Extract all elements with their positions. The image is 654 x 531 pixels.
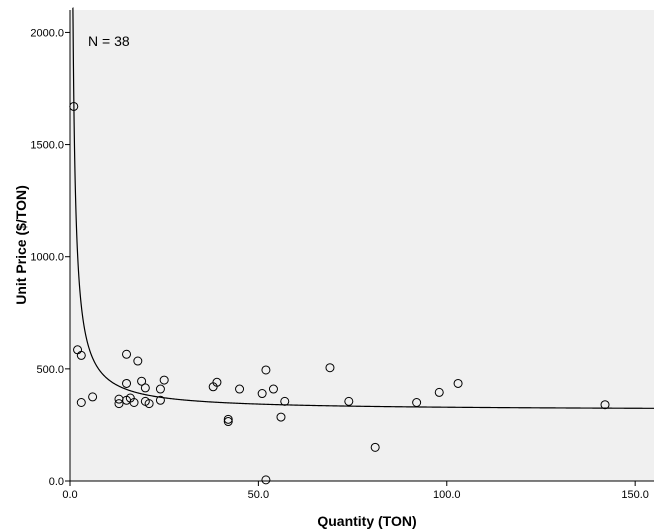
data-point — [122, 349, 132, 359]
x-axis-ticks: 0.0 50.0 100.0 150.0 — [62, 481, 649, 501]
y-axis-title: Unit Price ($/TON) — [13, 185, 29, 305]
fit-line — [72, 7, 654, 409]
data-point — [453, 378, 463, 388]
data-point — [257, 389, 267, 399]
x-axis-title: Quantity (TON) — [317, 513, 416, 529]
data-point — [325, 363, 335, 373]
data-point — [114, 399, 124, 409]
data-point — [137, 376, 147, 386]
y-axis-ticks: 0.0 500.0 1000.0 1500.0 2000.0 — [30, 27, 70, 488]
plot-background — [70, 10, 654, 481]
fit-line-group — [72, 7, 654, 409]
data-points — [69, 101, 610, 485]
y-tick-label: 2000.0 — [30, 27, 64, 39]
data-point — [344, 396, 354, 406]
data-point — [155, 384, 165, 394]
data-point — [212, 377, 222, 387]
data-point — [268, 384, 278, 394]
data-point — [434, 387, 444, 397]
x-tick-label: 0.0 — [62, 489, 77, 501]
x-tick-label: 100.0 — [433, 489, 461, 501]
data-point — [76, 398, 86, 407]
data-point — [133, 356, 143, 366]
data-point — [235, 384, 245, 394]
data-point — [223, 417, 233, 427]
data-point — [261, 365, 271, 375]
y-tick-label: 1000.0 — [30, 252, 64, 264]
y-tick-label: 500.0 — [36, 364, 64, 376]
data-point — [155, 395, 165, 405]
data-point — [276, 412, 286, 422]
y-tick-label: 1500.0 — [30, 140, 64, 152]
data-point — [88, 392, 98, 402]
data-point — [261, 475, 271, 485]
y-tick-label: 0.0 — [49, 476, 64, 488]
data-point — [280, 396, 290, 406]
data-point — [159, 375, 169, 385]
x-tick-label: 50.0 — [248, 489, 269, 501]
n-annotation: N = 38 — [88, 33, 130, 49]
data-point — [600, 400, 610, 410]
data-point — [223, 414, 233, 424]
data-point — [122, 378, 132, 388]
data-point — [129, 398, 139, 407]
data-point — [140, 383, 150, 393]
data-point — [370, 442, 380, 452]
data-point — [144, 399, 154, 409]
x-tick-label: 150.0 — [621, 489, 649, 501]
data-point — [76, 350, 86, 360]
data-point — [412, 398, 422, 407]
